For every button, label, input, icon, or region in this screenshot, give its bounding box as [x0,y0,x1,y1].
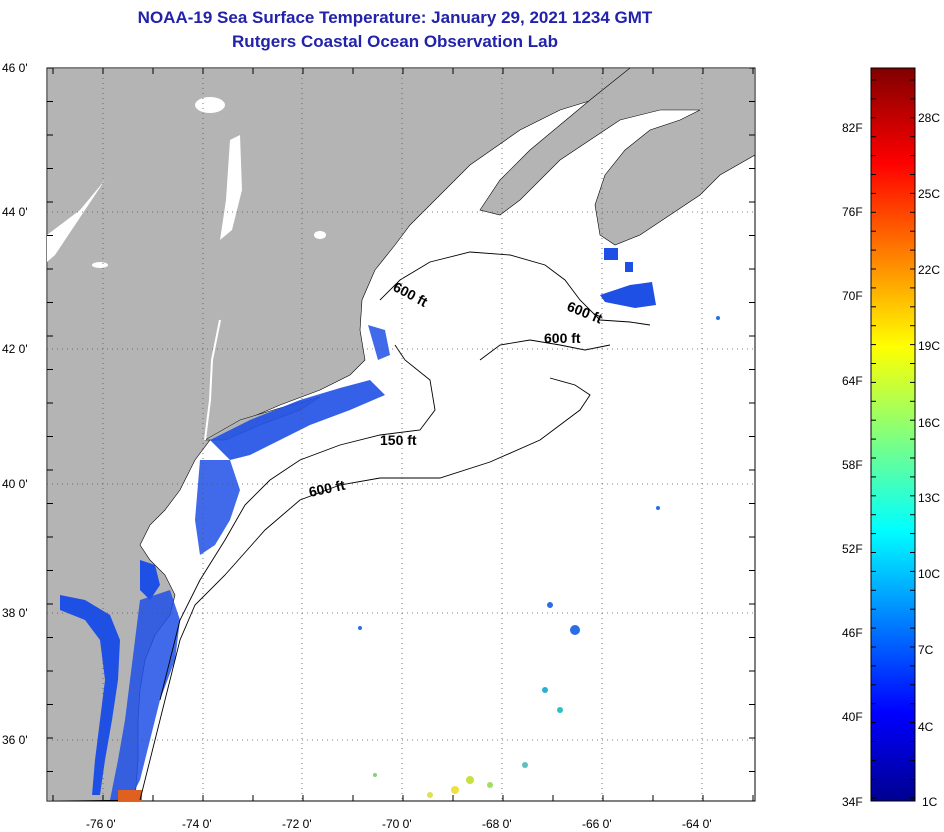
land-nova-scotia [479,68,755,246]
lon-label: -74 0' [182,817,212,831]
sst-speckle [716,316,720,320]
cold-water-patch [625,262,633,272]
colorbar-c-label: 19C [918,339,940,353]
isobath-600ft-gom [379,251,651,326]
colorbar-c-label: 28C [918,111,940,125]
colorbar-c-label: 7C [918,643,934,657]
sst-speckle [487,782,493,788]
colorbar-c-label: 22C [918,263,940,277]
colorbar-f-label: 70F [842,289,863,303]
sst-speckle [542,687,548,693]
lon-label: -70 0' [382,817,412,831]
colorbar-c-label: 25C [918,187,940,201]
isobath-label: 150 ft [380,432,417,448]
lon-label: -76 0' [86,817,116,831]
sst-speckle [466,776,474,784]
lake-ontario [47,180,105,262]
colorbar-f-label: 46F [842,626,863,640]
sst-speckle [547,602,553,608]
lat-label: 40 0' [2,477,28,491]
colorbar [870,67,916,802]
sst-speckle [451,786,459,794]
sst-speckle [373,773,377,777]
isobath-600ft [139,377,591,801]
lon-label: -66 0' [582,817,612,831]
lat-label: 42 0' [2,342,28,356]
colorbar-c-label: 13C [918,491,940,505]
cold-water-delmarva-va [110,590,180,800]
lake-patch [195,97,225,113]
sst-speckle [522,762,528,768]
map-subtitle: Rutgers Coastal Ocean Observation Lab [232,32,558,51]
cold-water-capecod [368,325,390,360]
hudson-river [204,319,221,441]
lake-patch [92,262,108,268]
graticule [47,68,755,801]
isobath-150ft [159,344,436,701]
chesapeake-bay [60,595,120,795]
sst-speckle [570,625,580,635]
lat-label: 38 0' [2,606,28,620]
isobath-label: 600 ft [307,477,346,500]
isobath-600ft-georges [479,339,611,361]
colorbar-f-label: 76F [842,205,863,219]
cold-water-li-sound [210,380,385,460]
sst-speckle [358,626,362,630]
lon-label: -72 0' [282,817,312,831]
colorbar-c-label: 1C [922,795,938,809]
delaware-bay [140,560,160,600]
colorbar-f-label: 64F [842,374,863,388]
colorbar-f-label: 34F [842,795,863,809]
cold-water-patch [604,248,618,260]
lat-label: 46 0' [2,61,28,75]
colorbar-f-label: 52F [842,542,863,556]
sst-speckle [427,792,433,798]
warm-water-patch [118,790,142,801]
colorbar-ticks [871,79,915,799]
cold-water-bay-of-fundy [600,282,656,308]
lat-label: 44 0' [2,205,28,219]
axis-ticks [47,67,755,801]
lat-label: 36 0' [2,733,28,747]
cold-water-nj-coast [195,460,240,555]
sst-speckle [557,707,563,713]
map-title: NOAA-19 Sea Surface Temperature: January… [137,8,653,27]
colorbar-f-label: 82F [842,121,863,135]
isobath-label: 600 ft [544,330,581,346]
colorbar-c-label: 16C [918,416,940,430]
lake-champlain [220,135,242,240]
lon-label: -64 0' [682,817,712,831]
colorbar-f-label: 40F [842,710,863,724]
colorbar-f-label: 58F [842,458,863,472]
colorbar-c-label: 4C [918,720,934,734]
lon-label: -68 0' [482,817,512,831]
lake-patch [314,231,326,239]
sst-speckle [656,506,660,510]
colorbar-c-label: 10C [918,567,940,581]
